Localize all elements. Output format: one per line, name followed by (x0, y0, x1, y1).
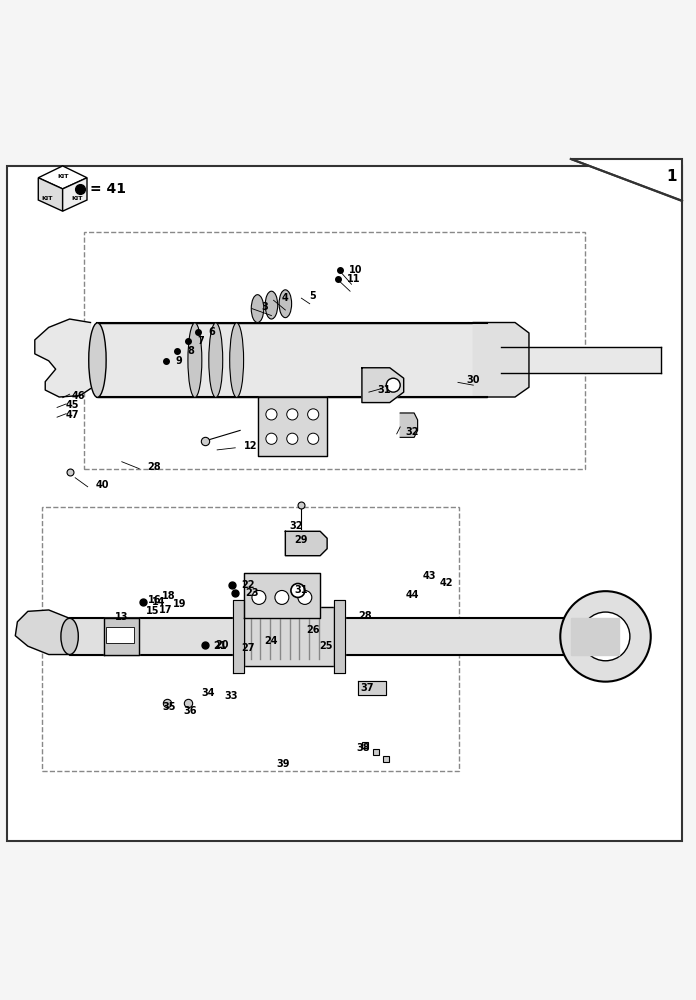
Text: 35: 35 (162, 702, 176, 712)
Text: 11: 11 (347, 274, 361, 284)
Polygon shape (244, 573, 320, 618)
Text: 26: 26 (306, 625, 319, 635)
Circle shape (298, 590, 312, 604)
Text: 24: 24 (264, 636, 278, 646)
Circle shape (266, 433, 277, 444)
Text: KIT: KIT (57, 174, 68, 179)
Text: 17: 17 (159, 605, 173, 615)
Text: 6: 6 (208, 327, 215, 337)
Text: 27: 27 (242, 643, 255, 653)
Text: 43: 43 (422, 571, 436, 581)
Text: 5: 5 (310, 291, 317, 301)
Polygon shape (244, 607, 334, 666)
Bar (42, 507, 459, 771)
Text: 42: 42 (439, 578, 453, 588)
Polygon shape (104, 618, 139, 655)
FancyBboxPatch shape (7, 166, 682, 841)
Text: 15: 15 (146, 606, 160, 616)
Polygon shape (334, 600, 345, 673)
Polygon shape (38, 166, 87, 189)
Text: 22: 22 (242, 580, 255, 590)
Polygon shape (70, 618, 619, 655)
Circle shape (291, 584, 305, 597)
Text: 7: 7 (198, 336, 205, 346)
Text: = 41: = 41 (90, 182, 127, 196)
Text: KIT: KIT (72, 196, 83, 201)
Text: 30: 30 (466, 375, 480, 385)
Circle shape (287, 433, 298, 444)
Text: 33: 33 (224, 691, 238, 701)
Text: 25: 25 (319, 641, 333, 651)
Text: 8: 8 (187, 346, 194, 356)
Text: 31: 31 (377, 385, 390, 395)
Ellipse shape (251, 295, 264, 323)
Polygon shape (571, 618, 619, 655)
Text: 29: 29 (294, 535, 308, 545)
Circle shape (266, 409, 277, 420)
Text: 14: 14 (152, 597, 166, 607)
Polygon shape (35, 319, 90, 397)
Text: 3: 3 (261, 302, 268, 312)
Circle shape (386, 378, 400, 392)
Ellipse shape (61, 618, 79, 655)
Ellipse shape (209, 323, 223, 397)
Text: 34: 34 (201, 688, 215, 698)
Text: 32: 32 (289, 521, 303, 531)
Text: 40: 40 (96, 480, 109, 490)
Polygon shape (15, 610, 70, 655)
Text: 47: 47 (66, 410, 79, 420)
Circle shape (560, 591, 651, 682)
Ellipse shape (89, 323, 106, 397)
Bar (97, 323, 487, 397)
Ellipse shape (230, 323, 244, 397)
Polygon shape (63, 178, 87, 211)
Text: 19: 19 (173, 599, 187, 609)
Text: 28: 28 (148, 462, 161, 472)
Text: 16: 16 (148, 595, 161, 605)
Text: 21: 21 (213, 641, 227, 651)
Polygon shape (473, 323, 529, 397)
Text: 46: 46 (72, 391, 85, 401)
FancyBboxPatch shape (106, 627, 134, 643)
Polygon shape (400, 413, 418, 437)
Text: 31: 31 (294, 585, 308, 595)
Polygon shape (358, 681, 386, 695)
Text: 44: 44 (405, 590, 419, 600)
Circle shape (581, 612, 630, 661)
Ellipse shape (265, 291, 278, 319)
Text: 37: 37 (360, 683, 374, 693)
Polygon shape (285, 531, 327, 556)
Polygon shape (362, 368, 404, 403)
Text: 12: 12 (244, 441, 257, 451)
Text: 38: 38 (356, 743, 370, 753)
Text: 28: 28 (358, 611, 372, 621)
Text: KIT: KIT (41, 196, 52, 201)
Circle shape (308, 433, 319, 444)
Text: 36: 36 (183, 706, 197, 716)
Polygon shape (501, 347, 661, 373)
Text: 9: 9 (175, 356, 182, 366)
Polygon shape (233, 600, 244, 673)
Text: 18: 18 (161, 591, 175, 601)
Text: 10: 10 (349, 265, 363, 275)
Text: 45: 45 (66, 400, 79, 410)
Circle shape (308, 409, 319, 420)
Text: 32: 32 (405, 427, 418, 437)
Ellipse shape (188, 323, 202, 397)
Text: 1: 1 (666, 169, 677, 184)
Polygon shape (38, 178, 63, 211)
Text: 13: 13 (115, 612, 129, 622)
Circle shape (252, 590, 266, 604)
Bar (84, 232, 585, 469)
Polygon shape (258, 397, 327, 456)
Text: 39: 39 (276, 759, 290, 769)
Text: 20: 20 (215, 640, 228, 650)
Ellipse shape (279, 290, 292, 318)
Polygon shape (571, 159, 682, 201)
Text: 23: 23 (245, 588, 258, 598)
Circle shape (275, 590, 289, 604)
Circle shape (287, 409, 298, 420)
Text: 4: 4 (282, 293, 289, 303)
